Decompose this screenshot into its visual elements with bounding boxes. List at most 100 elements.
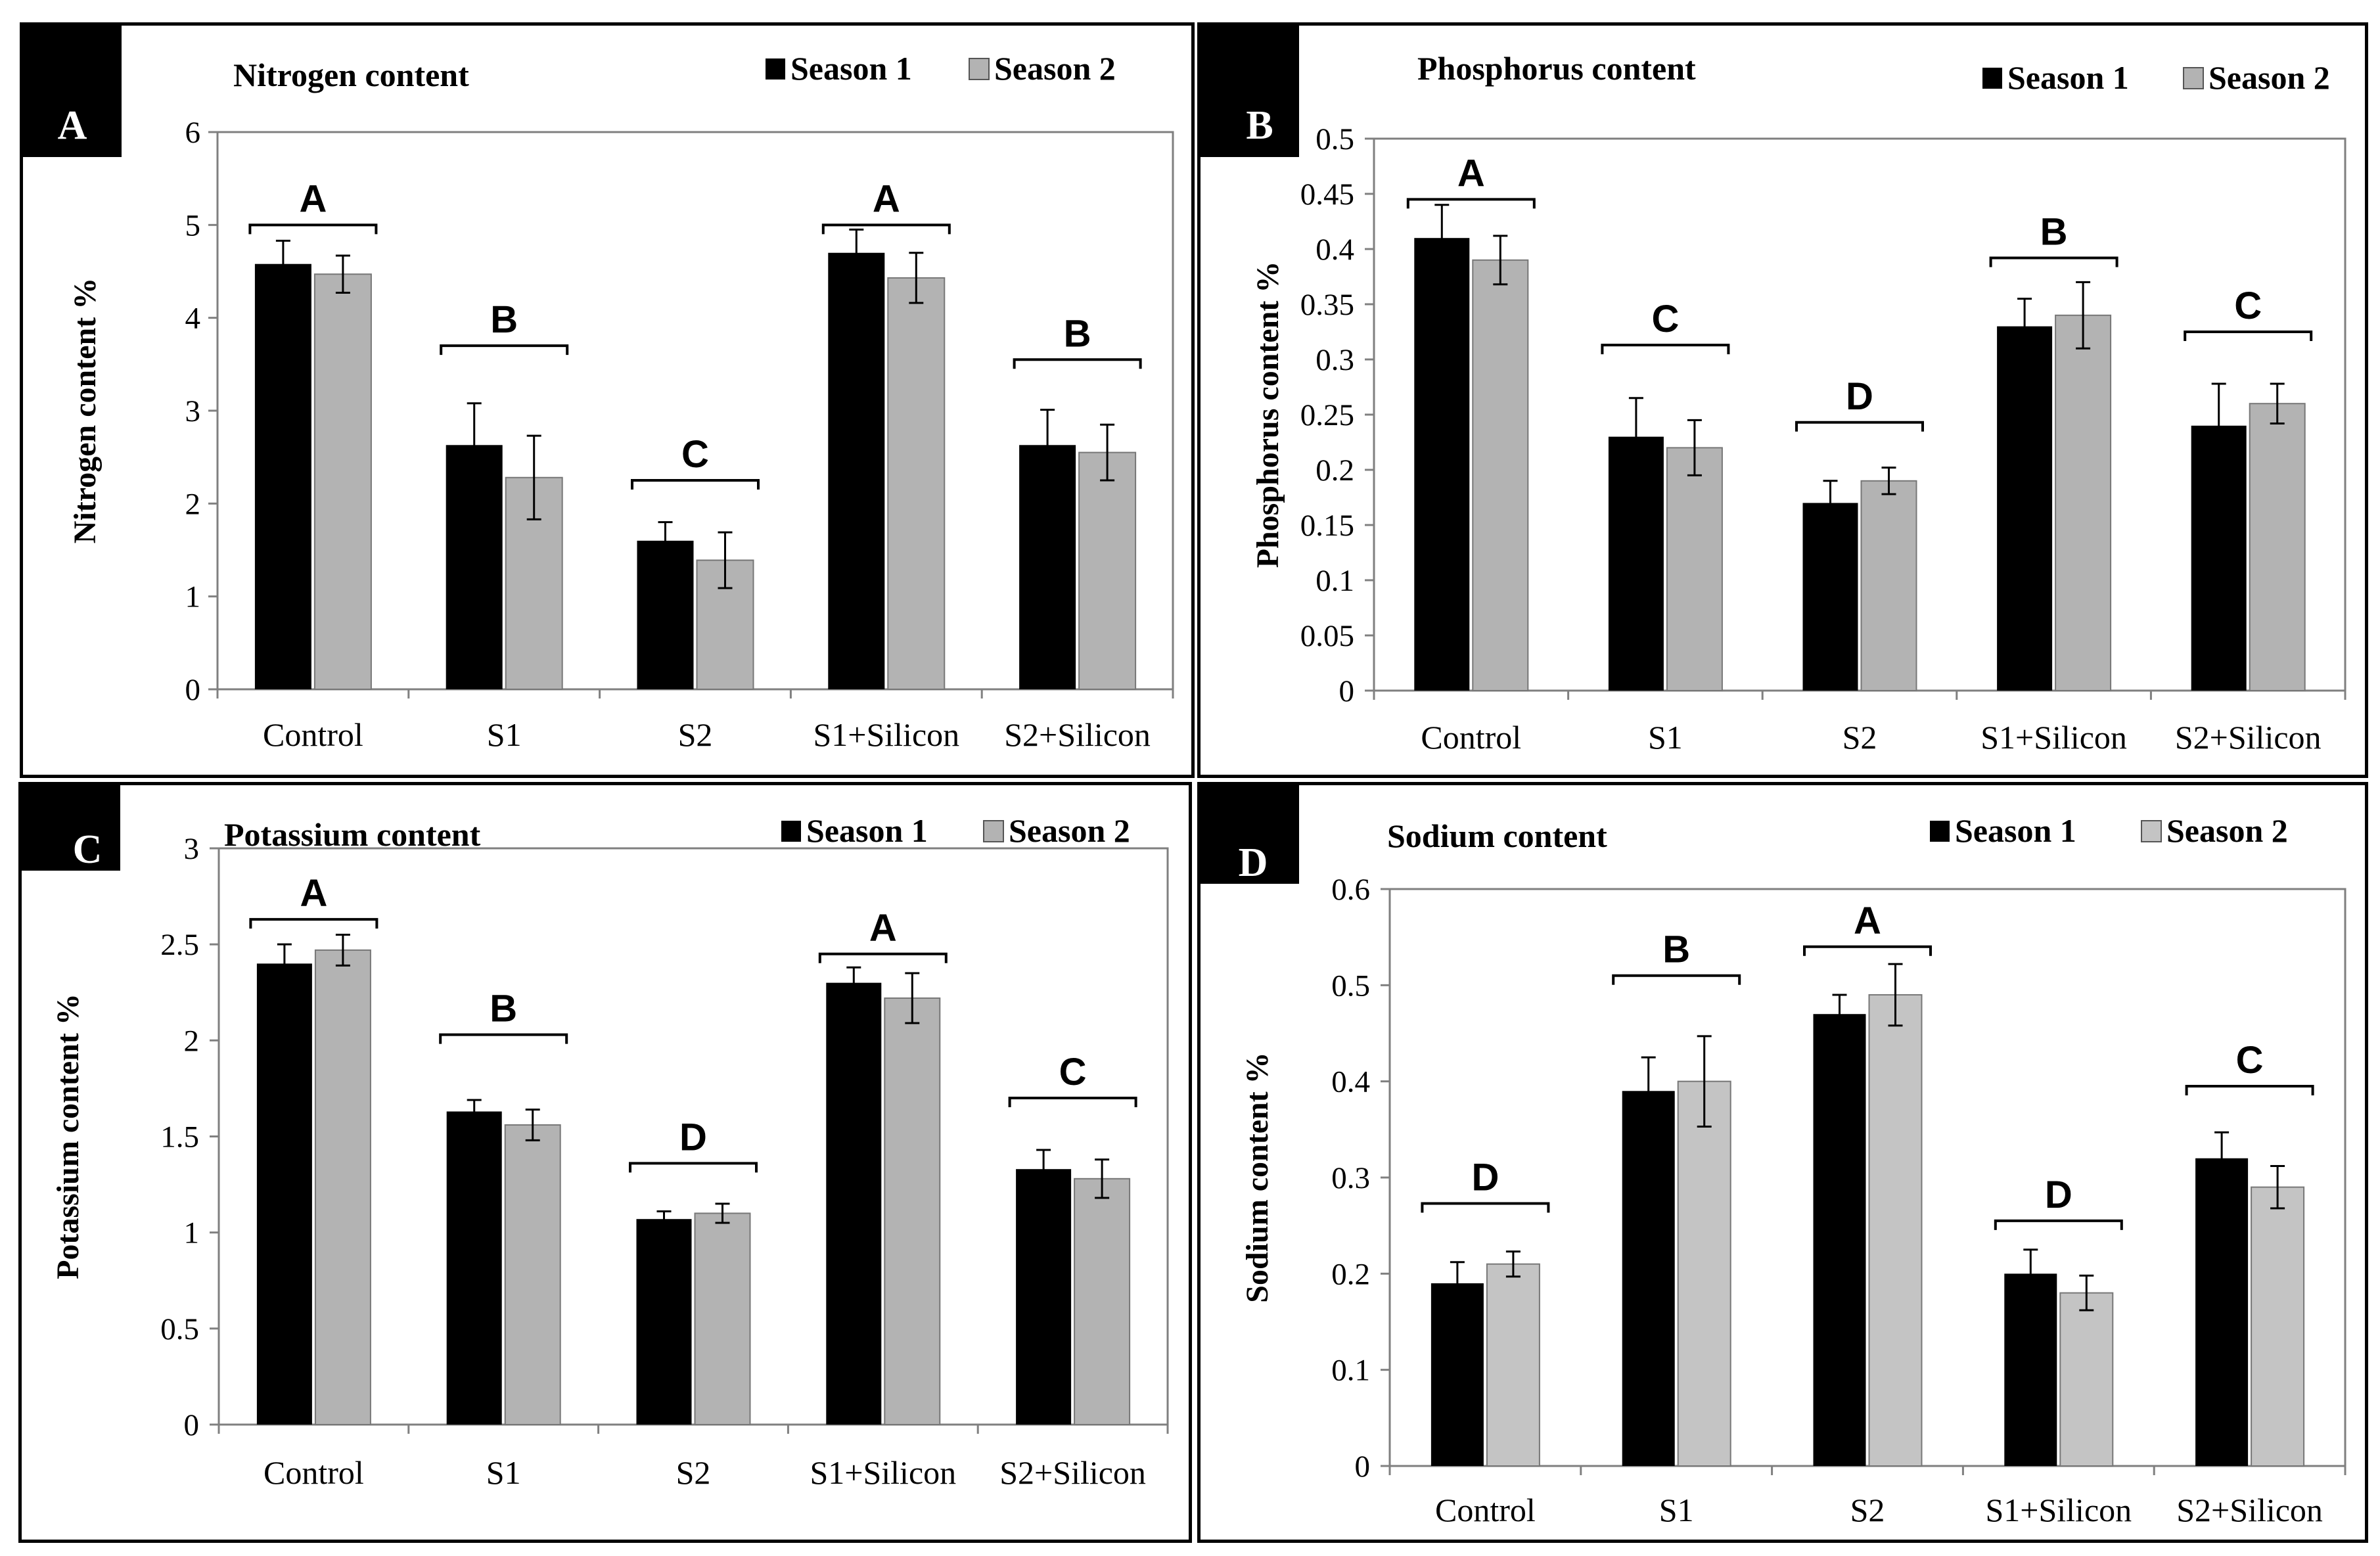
bar-season2-Control <box>314 949 371 1426</box>
panel-label: D <box>1239 840 1268 885</box>
significance-letter: B <box>490 988 517 1030</box>
bar-season2-S2+Silicon <box>2249 403 2306 691</box>
y-tick-label: 2 <box>184 1024 200 1058</box>
chart-nitrogen: 0 1 2 3 4 5 6 A Control B S1 C S2 A S1+Silicon B S2+Sili… <box>23 26 1174 753</box>
panel-sodium: 0 0.1 0.2 0.3 0.4 0.5 0.6 D Control B S1 A S2 D S1+Sil… <box>1197 782 2368 1543</box>
y-tick-label: 0.45 <box>1300 177 1354 212</box>
y-tick-label: 0.6 <box>1331 873 1370 907</box>
bar-season2-S2+Silicon <box>2251 1186 2305 1467</box>
bar-season1-S2+Silicon <box>2195 1158 2249 1466</box>
panel-label-box <box>1201 26 1299 157</box>
bar-season1-S2+Silicon <box>1019 445 1076 689</box>
panel-potassium: 0 0.5 1 1.5 2 2.5 3 A Control B S1 D S2 A S1+Silicon C S… <box>18 782 1192 1543</box>
significance-bracket <box>1803 945 1932 956</box>
significance-letter: A <box>299 177 327 220</box>
panel-nitrogen: 0 1 2 3 4 5 6 A Control B S1 C S2 A S1+Silicon B S2+Sili… <box>20 22 1195 778</box>
x-category-label: S1 <box>487 716 522 753</box>
x-category-label: S1 <box>1648 719 1683 756</box>
y-axis-label: Nitrogen content % <box>68 278 103 543</box>
y-tick-label: 0.3 <box>1316 343 1354 377</box>
y-tick-label: 3 <box>184 832 200 866</box>
significance-bracket <box>1612 974 1741 985</box>
bar-season2-S2 <box>1868 994 1923 1467</box>
bar-season2-S2 <box>1860 480 1917 691</box>
x-category-label: S1+Silicon <box>1985 1492 2132 1528</box>
significance-bracket <box>1994 1219 2123 1230</box>
significance-bracket <box>1013 358 1142 369</box>
significance-letter: C <box>1059 1051 1087 1093</box>
significance-bracket <box>1795 421 1924 432</box>
significance-letter: A <box>1854 900 1881 942</box>
significance-letter: B <box>2040 210 2068 253</box>
legend-swatch-season1 <box>1982 68 2002 89</box>
bar-season2-Control <box>1486 1263 1540 1467</box>
x-category-label: S2+Silicon <box>2176 1492 2323 1528</box>
significance-bracket <box>440 344 569 355</box>
legend-swatch-season2 <box>969 58 990 80</box>
panel-label: A <box>58 103 87 148</box>
x-category-label: S2 <box>676 1454 711 1491</box>
y-axis-label: Sodium content % <box>1240 1052 1275 1302</box>
x-category-label: Control <box>1435 1492 1536 1528</box>
y-tick-label: 1 <box>184 1216 200 1250</box>
bar-season1-S2 <box>1813 1014 1866 1466</box>
panel-label: C <box>73 827 103 872</box>
significance-bracket <box>1406 198 1536 209</box>
x-category-label: S2 <box>1842 719 1877 756</box>
significance-bracket <box>249 918 378 929</box>
significance-bracket <box>631 479 760 490</box>
legend-label-season1: Season 1 <box>806 812 928 849</box>
y-tick-label: 0.3 <box>1331 1161 1370 1195</box>
panel-label-box <box>23 26 122 157</box>
panel-phosphorus: 0 0.05 0.1 0.15 0.2 0.25 0.3 0.35 0.4 0.45 0.5 A Con… <box>1197 22 2368 778</box>
bar-season1-S1 <box>1622 1091 1675 1466</box>
significance-letter: D <box>1471 1156 1499 1199</box>
significance-letter: A <box>1457 152 1485 194</box>
panel-label-box <box>22 785 120 871</box>
y-tick-label: 0.5 <box>1331 969 1370 1003</box>
significance-bracket <box>2185 1084 2314 1095</box>
x-category-label: S1+Silicon <box>813 716 959 753</box>
y-tick-label: 0 <box>1339 674 1355 708</box>
legend-label-season2: Season 2 <box>2208 59 2330 96</box>
significance-letter: A <box>869 907 897 950</box>
y-tick-label: 1.5 <box>160 1120 199 1155</box>
bar-season1-Control <box>254 263 311 689</box>
bar-season2-S1+Silicon <box>2059 1292 2114 1467</box>
significance-letter: D <box>2045 1174 2072 1216</box>
y-tick-label: 0.2 <box>1331 1257 1370 1291</box>
bar-season1-S2 <box>1802 503 1858 691</box>
significance-bracket <box>629 1162 758 1173</box>
bar-season2-S1 <box>1677 1080 1731 1467</box>
significance-bracket <box>821 223 951 235</box>
y-tick-label: 0.2 <box>1316 453 1354 488</box>
chart-phosphorus: 0 0.05 0.1 0.15 0.2 0.25 0.3 0.35 0.4 0.45 0.5 A Con… <box>1201 26 2346 756</box>
bar-season1-S2 <box>637 540 694 689</box>
panel-label: B <box>1246 103 1273 148</box>
bar-season1-S1+Silicon <box>1997 326 2053 691</box>
y-tick-label: 0 <box>184 1408 200 1442</box>
legend-label-season2: Season 2 <box>2166 812 2288 849</box>
x-category-label: S2+Silicon <box>2175 719 2322 756</box>
bar-season2-S1 <box>1666 447 1723 692</box>
significance-letter: C <box>2236 1039 2264 1082</box>
legend-label-season1: Season 1 <box>2007 59 2129 96</box>
significance-letter: A <box>873 177 900 220</box>
bar-season2-S1+Silicon <box>2055 314 2112 691</box>
significance-bracket <box>248 223 378 235</box>
y-tick-label: 0 <box>1355 1450 1371 1484</box>
bar-season2-S2+Silicon <box>1078 451 1137 690</box>
y-tick-label: 0.5 <box>1316 122 1354 156</box>
legend-swatch-season2 <box>2141 820 2162 842</box>
chart-potassium: 0 0.5 1 1.5 2 2.5 3 A Control B S1 D S2 A S1+Silicon C S… <box>22 785 1169 1491</box>
bar-season1-S1 <box>1608 436 1664 691</box>
y-tick-label: 0.4 <box>1316 233 1354 267</box>
bar-season2-S2 <box>694 1212 751 1426</box>
bar-season1-S1+Silicon <box>2004 1273 2057 1466</box>
bar-season1-Control <box>1430 1283 1484 1466</box>
significance-bracket <box>1421 1202 1550 1213</box>
significance-letter: D <box>1846 375 1873 418</box>
x-category-label: S1 <box>486 1454 521 1491</box>
y-axis-label: Phosphorus content % <box>1250 262 1285 568</box>
significance-letter: B <box>1064 312 1091 355</box>
